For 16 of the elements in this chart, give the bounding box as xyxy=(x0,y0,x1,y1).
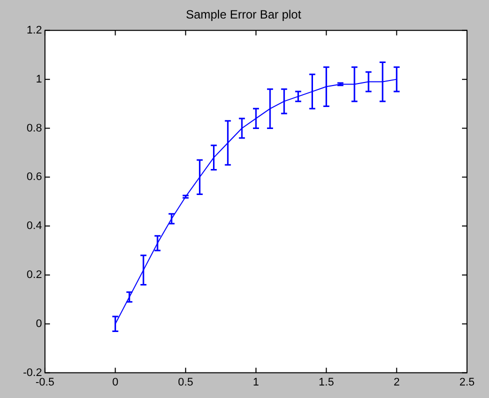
chart-title: Sample Error Bar plot xyxy=(186,8,302,22)
y-tick-label: 0.4 xyxy=(26,220,42,232)
x-tick-label: 2.5 xyxy=(459,376,475,388)
y-tick-label: 0.8 xyxy=(26,122,42,134)
x-tick-label: 2 xyxy=(394,376,400,388)
y-tick-label: 0.2 xyxy=(26,269,42,282)
x-tick-label: 1 xyxy=(252,376,260,388)
y-tick-label: -0.2 xyxy=(22,366,42,379)
y-tick-label: 1.2 xyxy=(26,24,42,36)
x-tick-label: 1.5 xyxy=(318,376,334,388)
y-tick-label: 0.6 xyxy=(26,171,42,184)
x-tick-label: 0 xyxy=(112,376,118,388)
x-tick-label: -0.5 xyxy=(35,376,54,388)
y-tick-label: 0 xyxy=(36,318,42,330)
x-tick-label: 0.5 xyxy=(178,376,194,388)
y-tick-label: 1 xyxy=(36,73,42,86)
